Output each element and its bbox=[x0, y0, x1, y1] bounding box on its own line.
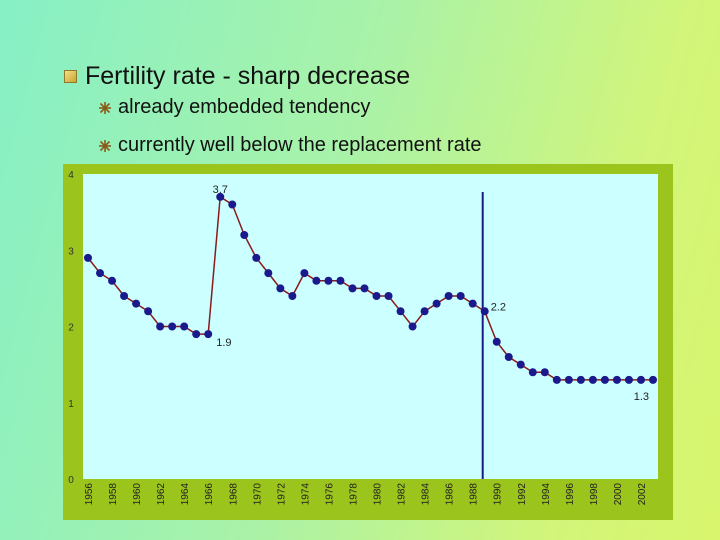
x-tick-label: 1956 bbox=[84, 483, 95, 506]
fertility-rate-chart: 0 1 2 3 4 1956 1958 1960 1962 1964 1966 1968 1970 197… bbox=[68, 170, 658, 506]
data-point bbox=[336, 276, 345, 285]
x-tick-label: 1970 bbox=[252, 483, 263, 506]
data-point bbox=[324, 276, 333, 285]
x-tick-label: 1976 bbox=[324, 483, 335, 506]
data-point bbox=[84, 253, 92, 262]
data-point bbox=[156, 322, 165, 331]
data-point bbox=[576, 375, 585, 384]
data-point bbox=[588, 375, 597, 384]
data-point bbox=[624, 375, 633, 384]
star-bullet-icon bbox=[99, 101, 111, 114]
x-tick-label: 1984 bbox=[421, 483, 432, 506]
sub-bullet-2: currently well below the replacement rat… bbox=[98, 134, 482, 157]
data-point bbox=[276, 284, 285, 293]
data-point bbox=[216, 192, 225, 201]
y-tick-label: 4 bbox=[68, 170, 74, 181]
x-tick-label: 1960 bbox=[132, 483, 143, 506]
data-point bbox=[120, 292, 129, 300]
data-point bbox=[132, 299, 141, 308]
data-point bbox=[552, 375, 561, 384]
data-point bbox=[372, 292, 381, 300]
data-point bbox=[360, 284, 369, 293]
x-tick-label: 1964 bbox=[180, 483, 191, 506]
data-point bbox=[312, 276, 321, 285]
data-point bbox=[288, 292, 297, 300]
x-tick-label: 2000 bbox=[613, 483, 624, 506]
data-label: 1.9 bbox=[216, 337, 231, 349]
data-point bbox=[516, 360, 525, 369]
data-point bbox=[168, 322, 177, 331]
y-tick-label: 3 bbox=[68, 246, 74, 257]
x-tick-label: 1974 bbox=[300, 483, 311, 506]
data-label: 2.2 bbox=[491, 301, 506, 313]
x-tick-label: 1978 bbox=[348, 483, 359, 506]
x-tick-label: 1982 bbox=[397, 483, 408, 506]
data-point bbox=[612, 375, 621, 384]
star-bullet-icon bbox=[99, 139, 111, 152]
data-point bbox=[444, 292, 453, 300]
data-point bbox=[408, 322, 417, 331]
data-point bbox=[384, 292, 393, 300]
data-label: 3.7 bbox=[213, 184, 228, 196]
data-point bbox=[468, 299, 477, 308]
data-point bbox=[636, 375, 645, 384]
data-point bbox=[396, 307, 405, 316]
data-point bbox=[504, 353, 513, 361]
data-point bbox=[252, 253, 261, 262]
sub-bullet-1: already embedded tendency bbox=[98, 96, 370, 119]
data-point bbox=[456, 292, 465, 300]
sub-bullet-text-1: already embedded tendency bbox=[118, 96, 371, 118]
data-point bbox=[192, 330, 201, 339]
y-tick-label: 1 bbox=[68, 399, 74, 410]
x-tick-label: 2002 bbox=[637, 483, 648, 506]
data-point bbox=[228, 200, 237, 209]
data-point bbox=[300, 269, 309, 278]
data-point bbox=[180, 322, 189, 331]
x-tick-label: 1966 bbox=[204, 483, 215, 506]
data-point bbox=[480, 307, 489, 316]
data-point bbox=[540, 368, 549, 377]
x-tick-label: 1962 bbox=[156, 483, 167, 506]
data-point bbox=[204, 330, 213, 339]
y-tick-label: 0 bbox=[68, 475, 74, 486]
x-tick-label: 1998 bbox=[589, 483, 600, 506]
y-tick-label: 2 bbox=[68, 323, 74, 334]
data-point bbox=[528, 368, 537, 377]
x-tick-label: 1972 bbox=[276, 483, 287, 506]
data-point bbox=[649, 375, 657, 384]
data-point bbox=[432, 299, 441, 308]
data-point bbox=[264, 269, 273, 278]
data-point bbox=[348, 284, 357, 293]
x-tick-label: 1994 bbox=[541, 483, 552, 506]
x-tick-label: 1996 bbox=[565, 483, 576, 506]
data-point bbox=[492, 337, 501, 346]
data-point bbox=[240, 231, 249, 239]
x-tick-label: 1958 bbox=[108, 483, 119, 506]
data-point bbox=[96, 269, 105, 278]
data-point bbox=[600, 375, 609, 384]
x-tick-label: 1968 bbox=[228, 483, 239, 506]
data-point bbox=[564, 375, 573, 384]
chart-panel: 0 1 2 3 4 1956 1958 1960 1962 1964 1966 1968 1970 197… bbox=[63, 164, 673, 520]
x-tick-label: 1986 bbox=[445, 483, 456, 506]
x-tick-label: 1992 bbox=[517, 483, 528, 506]
x-tick-label: 1980 bbox=[373, 483, 384, 506]
data-point bbox=[108, 276, 117, 285]
square-bullet-icon bbox=[64, 70, 77, 83]
data-point bbox=[420, 307, 429, 316]
main-bullet: Fertility rate - sharp decrease bbox=[64, 62, 410, 91]
sub-bullet-text-2: currently well below the replacement rat… bbox=[118, 134, 482, 156]
x-tick-label: 1988 bbox=[469, 483, 480, 506]
data-point bbox=[144, 307, 153, 316]
data-label: 1.3 bbox=[634, 391, 649, 403]
slide-title: Fertility rate - sharp decrease bbox=[85, 62, 411, 90]
x-tick-label: 1990 bbox=[493, 483, 504, 506]
